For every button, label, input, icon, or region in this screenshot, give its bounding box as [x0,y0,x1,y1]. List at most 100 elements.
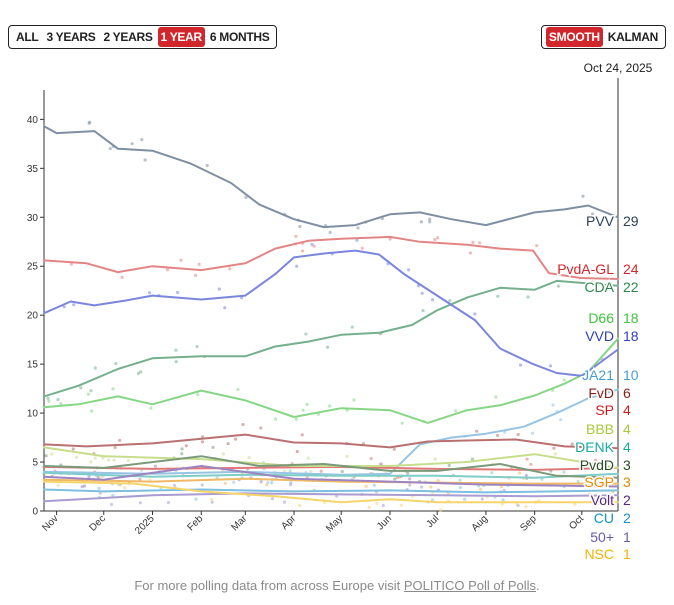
poll-point-ja21 [559,418,563,422]
poll-point-pvda-gl [436,236,440,240]
poll-point-denk [540,477,544,481]
mode-kalman-button[interactable]: KALMAN [607,30,659,44]
legend-value-cu: 2 [623,510,631,526]
series-line-d66[interactable] [43,337,619,424]
poll-point-nsc [439,508,443,512]
range-1-year-button[interactable]: 1 YEAR [157,27,205,47]
poll-point-cu [463,497,467,501]
poll-point-50+ [288,483,293,487]
poll-point-50+ [600,502,604,507]
series-line-nsc[interactable] [43,480,619,504]
poll-point-fvd [570,442,574,446]
poll-point-50+ [200,483,204,487]
poll-point-pvdd [587,479,591,483]
legend-name-cu: CU [594,510,614,526]
poll-point-vvd [473,312,477,316]
series-line-pvdd[interactable] [43,455,619,479]
poll-point-cda [114,362,118,366]
poll-point-pvdd [447,463,451,467]
poll-point-sp [593,458,598,462]
y-tick-label: 40 [27,115,39,126]
poll-point-bbb [309,469,313,473]
mode-smooth-button[interactable]: SMOOTH [545,27,603,47]
poll-point-fvd [300,433,304,437]
legend-value-d66: 18 [623,310,639,326]
series-line-cda[interactable] [43,279,619,398]
footer-suffix: . [536,578,540,593]
legend-value-vvd: 18 [623,328,639,344]
poll-point-cu [430,498,435,502]
poll-point-pvdd [211,445,215,450]
poll-point-pvv [581,194,585,198]
y-tick-label: 30 [27,213,39,224]
poll-point-nsc [399,503,403,507]
poll-point-pvda-gl [360,246,364,250]
poll-point-cda [448,299,452,303]
poll-point-50+ [480,497,484,501]
legend-value-pvv: 29 [623,213,639,229]
poll-point-cda [174,348,178,352]
range-3-years-button[interactable]: 3 YEARS [46,30,96,44]
poll-point-fvd [475,429,479,433]
poll-point-denk [288,469,292,473]
poll-point-vvd [355,238,359,242]
x-tick-label: Jul [424,513,441,530]
legend-name-volt: Volt [591,492,614,508]
poll-point-d66 [562,378,566,382]
poll-point-ja21 [551,403,555,407]
poll-point-pvda-gl [197,262,201,266]
legend-value-sgp: 3 [623,474,631,490]
legend-name-pvda-gl: PvdA-GL [557,261,614,277]
legend-name-vvd: VVD [585,328,614,344]
series-line-50+[interactable] [43,492,619,503]
poll-point-fvd [71,447,75,451]
y-tick-label: 35 [27,164,39,175]
series-line-sp[interactable] [43,465,619,471]
series-line-sgp[interactable] [43,477,619,485]
legend-value-ja21: 10 [623,367,639,383]
poll-point-pvda-gl [468,251,473,255]
legend-name-nsc: NSC [584,546,614,562]
time-range-selector: ALL 3 YEARS 2 YEARS 1 YEAR 6 MONTHS [8,25,278,49]
poll-point-fvd [295,449,299,454]
poll-point-bbb [107,458,111,462]
poll-point-bbb [126,458,131,463]
poll-point-vvd [406,268,411,272]
poll-point-d66 [294,417,298,421]
series-line-volt[interactable] [43,465,619,488]
poll-of-polls-link[interactable]: POLITICO Poll of Polls [403,578,537,593]
range-2-years-button[interactable]: 2 YEARS [103,30,153,44]
poll-point-50+ [335,494,339,498]
poll-point-pvv [356,226,360,230]
series-line-vvd[interactable] [43,249,619,377]
series-line-pvda-gl[interactable] [43,235,619,280]
poll-point-sgp [429,485,433,489]
series-line-cu[interactable] [43,488,619,494]
poll-point-sp [369,457,373,461]
poll-point-cu [372,483,376,487]
poll-point-sgp [478,487,483,491]
poll-point-sgp [223,481,227,485]
poll-point-cda [89,389,93,393]
poll-point-50+ [408,483,412,487]
range-all-button[interactable]: ALL [16,30,39,44]
poll-point-nsc [209,497,214,502]
series-line-fvd[interactable] [43,433,619,450]
poll-point-cda [136,371,141,375]
poll-point-pvv [140,138,144,142]
x-tick-label: Aug [470,513,490,533]
poll-point-bbb [50,452,54,456]
legend-value-bbb: 4 [623,421,631,437]
series-line-denk[interactable] [43,471,619,479]
poll-point-d66 [89,409,94,413]
y-tick-label: 20 [27,311,39,322]
poll-point-cu [501,498,505,502]
poll-point-sgp [265,483,269,487]
poll-point-fvd [118,438,122,443]
poll-point-50+ [381,503,385,508]
series-line-pvv[interactable] [43,125,619,229]
poll-point-50+ [166,501,171,505]
range-6-months-button[interactable]: 6 MONTHS [209,30,270,44]
poll-point-bbb [283,469,287,473]
